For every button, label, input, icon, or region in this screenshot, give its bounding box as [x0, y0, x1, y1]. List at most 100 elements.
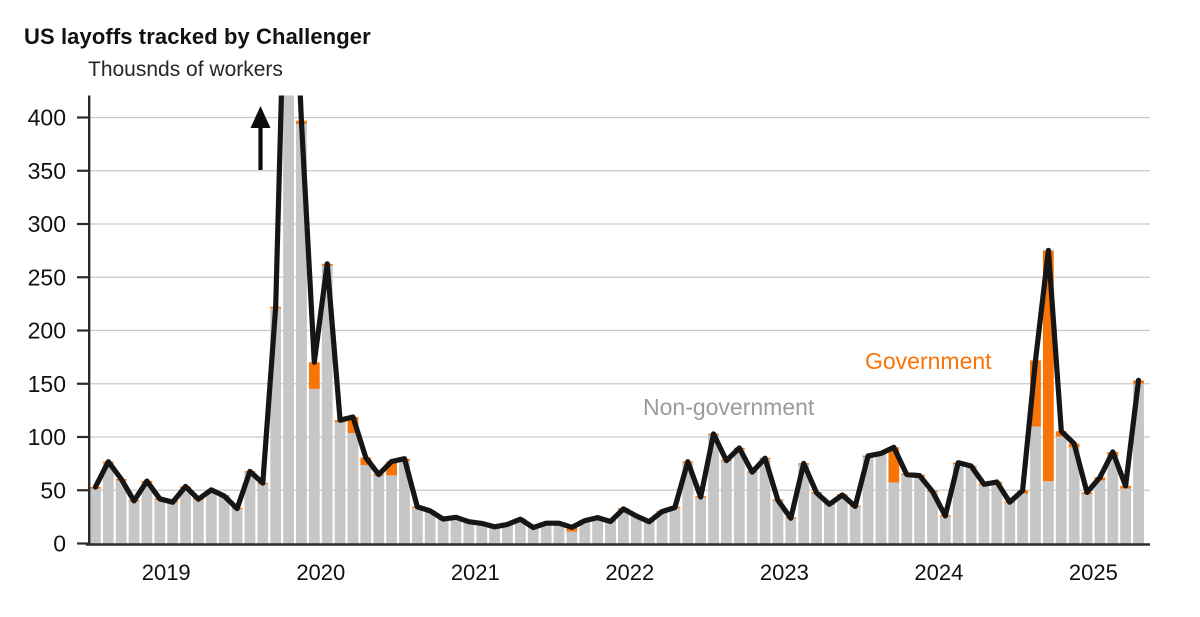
- bar-2020-02: [257, 482, 269, 544]
- y-axis-label: 150: [28, 371, 66, 397]
- non-government-segment: [321, 265, 333, 544]
- non-government-segment: [386, 475, 397, 544]
- non-government-segment: [244, 472, 256, 544]
- chart-title: US layoffs tracked by Challenger: [24, 24, 371, 49]
- non-government-segment: [180, 488, 191, 544]
- non-government-segment: [566, 531, 578, 544]
- non-government-segment: [733, 449, 745, 544]
- bar-2020-12: [386, 461, 397, 544]
- non-government-segment: [1030, 426, 1041, 544]
- non-government-segment: [128, 501, 140, 544]
- non-government-segment: [1017, 493, 1029, 544]
- non-government-segment: [939, 516, 951, 544]
- bar-2024-04: [901, 473, 913, 544]
- non-government-segment: [141, 482, 153, 544]
- bar-2024-10: [978, 483, 990, 544]
- non-government-segment: [270, 308, 282, 544]
- non-government-segment: [798, 464, 810, 544]
- bar-2019-09: [193, 498, 204, 544]
- non-government-segment: [617, 509, 629, 544]
- bar-2019-01: [90, 487, 101, 544]
- non-government-segment: [231, 509, 243, 544]
- x-axis-label: 2023: [760, 560, 809, 585]
- non-government-segment: [399, 461, 410, 544]
- gridlines: [89, 116, 1150, 491]
- bar-2020-08: [334, 420, 346, 544]
- bar-2024-09: [965, 465, 977, 544]
- non-government-segment: [772, 500, 784, 544]
- non-government-segment: [862, 456, 874, 544]
- bar-2024-03: [888, 447, 900, 544]
- non-government-segment: [708, 434, 719, 544]
- non-government-segment: [360, 465, 372, 544]
- non-government-segment: [1055, 436, 1067, 544]
- non-government-segment: [411, 507, 423, 544]
- non-government-segment: [334, 422, 346, 544]
- non-government-segment: [605, 521, 616, 544]
- legend-non-government-label: Non-government: [643, 394, 815, 420]
- non-government-segment: [978, 484, 990, 544]
- government-segment: [386, 461, 397, 476]
- non-government-segment: [901, 475, 913, 544]
- bar-2023-09: [811, 492, 822, 544]
- bar-2020-04: [283, 95, 294, 544]
- x-axis-label: 2019: [142, 560, 191, 585]
- non-government-segment: [115, 480, 127, 544]
- bar-2020-10: [360, 457, 372, 544]
- non-government-segment: [193, 499, 204, 544]
- non-government-segment: [373, 475, 385, 544]
- non-government-segment: [218, 496, 230, 544]
- non-government-segment: [1081, 493, 1093, 544]
- non-government-segment: [1107, 455, 1119, 544]
- chart-subtitle: Thousnds of workers: [88, 58, 283, 81]
- bar-2024-05: [914, 474, 925, 544]
- non-government-segment: [592, 518, 604, 544]
- government-segment: [888, 447, 900, 483]
- bar-2024-07: [939, 515, 951, 544]
- bar-2022-10: [669, 506, 681, 544]
- non-government-segment: [579, 521, 591, 544]
- government-segment: [1042, 250, 1054, 482]
- bar-2023-12: [849, 505, 861, 544]
- non-government-segment: [502, 524, 513, 544]
- non-government-segment: [1120, 488, 1132, 544]
- non-government-segment: [721, 461, 732, 544]
- non-government-segment: [450, 517, 462, 544]
- bars: [90, 95, 1144, 544]
- bar-2023-10: [824, 503, 835, 544]
- x-axis-labels: 2019 2020 2021 2022 2023 2024 2025: [142, 560, 1118, 585]
- x-axis-label: 2022: [605, 560, 654, 585]
- non-government-segment: [308, 388, 320, 544]
- bar-2023-04: [746, 471, 758, 544]
- bar-2023-02: [721, 459, 732, 544]
- bar-2020-06: [308, 362, 320, 544]
- non-government-segment: [296, 123, 307, 544]
- y-axis-label: 100: [28, 424, 66, 450]
- bar-2019-10: [205, 489, 217, 544]
- non-government-segment: [1094, 480, 1106, 544]
- non-government-segment: [927, 492, 938, 544]
- x-axis-label: 2020: [296, 560, 345, 585]
- bar-2022-12: [695, 496, 707, 544]
- bar-2025-01: [1017, 490, 1029, 544]
- bar-2023-03: [733, 447, 745, 544]
- non-government-segment: [154, 499, 166, 544]
- bar-2019-12: [231, 507, 243, 544]
- bar-2025-07: [1094, 477, 1106, 544]
- non-government-segment: [424, 511, 436, 544]
- non-government-segment: [952, 464, 964, 544]
- non-government-segment: [682, 462, 694, 544]
- non-government-segment: [90, 488, 101, 544]
- non-government-segment: [875, 454, 887, 544]
- y-axis-label: 200: [28, 318, 66, 344]
- non-government-segment: [965, 467, 977, 544]
- bar-2019-07: [167, 501, 179, 544]
- non-government-segment: [888, 482, 900, 544]
- up-arrow-icon: [250, 106, 271, 170]
- bar-2021-02: [411, 506, 423, 544]
- non-government-segment: [656, 512, 668, 544]
- y-axis-label: 350: [28, 158, 66, 184]
- non-government-segment: [283, 95, 294, 544]
- bar-2021-04: [437, 518, 449, 544]
